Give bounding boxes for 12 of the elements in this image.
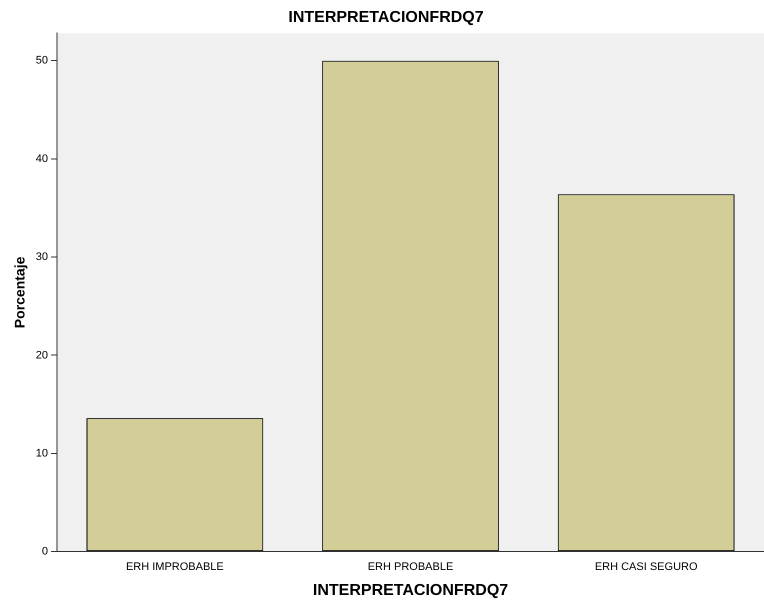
x-tick-label: ERH CASI SEGURO: [594, 561, 698, 574]
x-tick-label: ERH PROBABLE: [368, 561, 454, 574]
y-tick-label: 20: [36, 349, 48, 362]
x-axis-title: INTERPRETACIONFRDQ7: [312, 582, 508, 599]
y-tick-label: 50: [36, 54, 48, 67]
y-tick-label: 10: [36, 447, 48, 460]
y-axis-title: Porcentaje: [11, 256, 28, 328]
y-tick-label: 40: [36, 152, 48, 165]
y-tick-label: 0: [42, 546, 48, 558]
x-tick-label: ERH IMPROBABLE: [126, 561, 224, 574]
y-tick-label: 30: [36, 251, 48, 264]
chart-title: INTERPRETACIONFRDQ7: [288, 9, 484, 26]
